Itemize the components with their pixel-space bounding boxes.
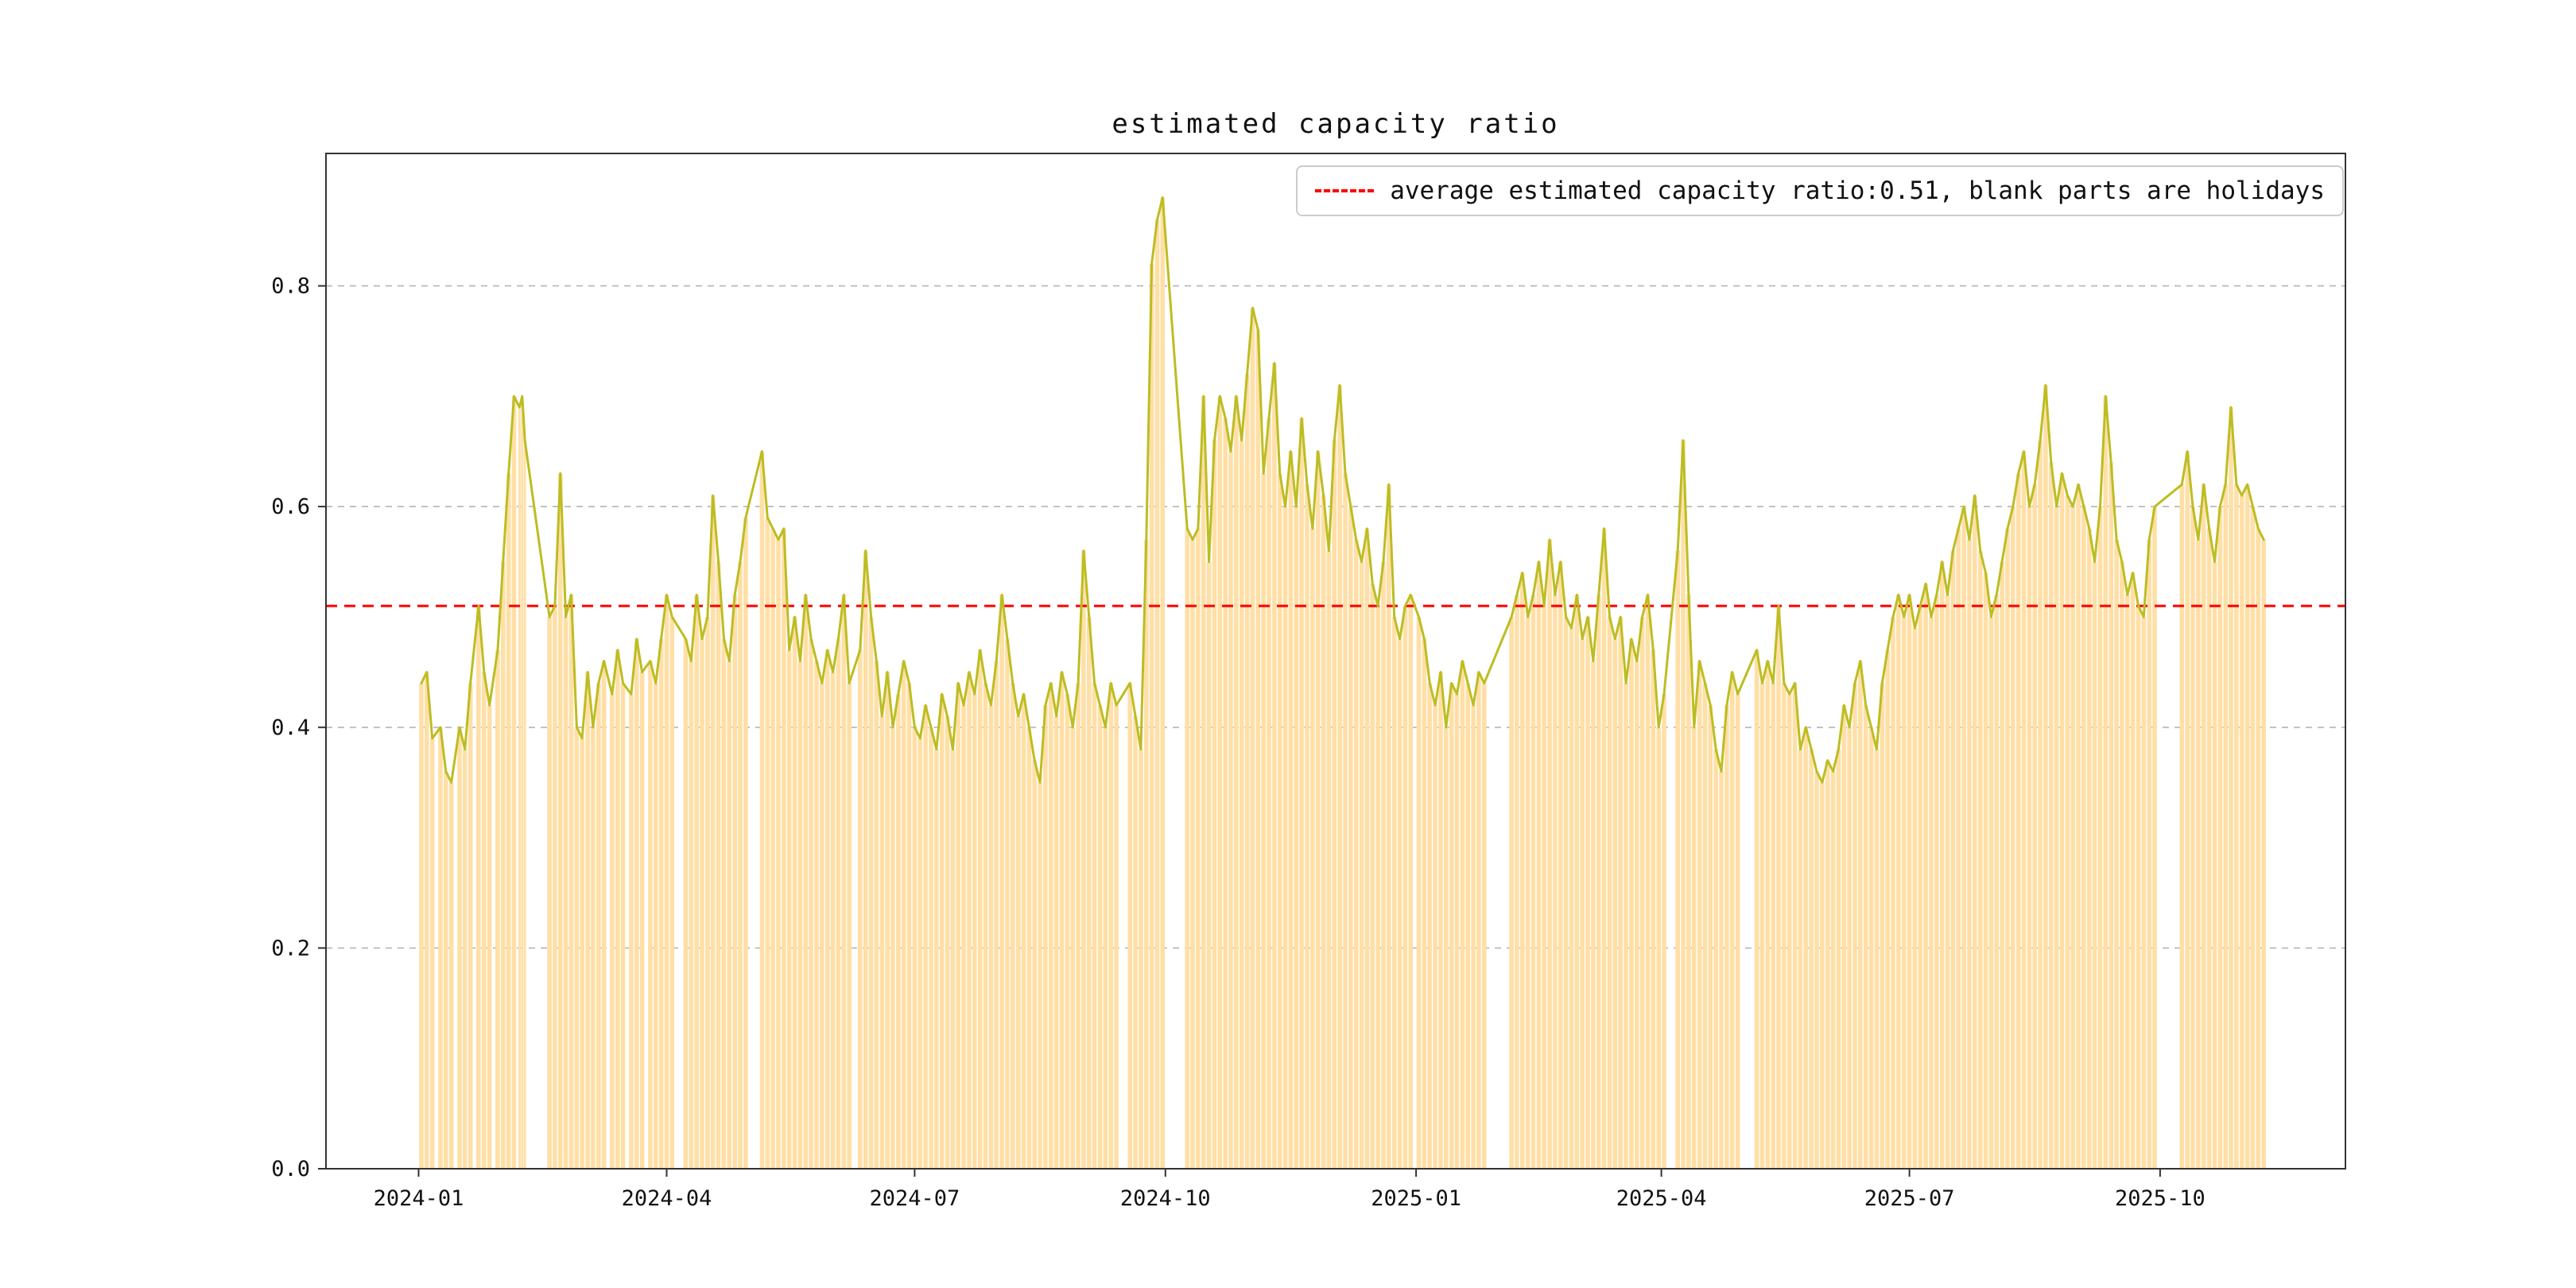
svg-text:0.2: 0.2 <box>271 936 310 960</box>
legend-label: average estimated capacity ratio:0.51, b… <box>1390 177 2325 205</box>
legend-dash-icon <box>1315 189 1375 192</box>
svg-text:0.6: 0.6 <box>271 495 310 519</box>
svg-text:2025-01: 2025-01 <box>1371 1186 1461 1211</box>
svg-text:2025-04: 2025-04 <box>1616 1186 1707 1211</box>
chart-title: estimated capacity ratio <box>1111 108 1560 140</box>
svg-text:2025-07: 2025-07 <box>1864 1186 1955 1211</box>
svg-text:0.4: 0.4 <box>271 716 310 740</box>
svg-text:2024-07: 2024-07 <box>870 1186 960 1211</box>
legend: average estimated capacity ratio:0.51, b… <box>1296 165 2344 216</box>
svg-text:2024-10: 2024-10 <box>1120 1186 1211 1211</box>
svg-text:2025-10: 2025-10 <box>2115 1186 2206 1211</box>
svg-text:2024-01: 2024-01 <box>374 1186 464 1211</box>
svg-text:2024-04: 2024-04 <box>622 1186 712 1211</box>
svg-text:0.8: 0.8 <box>271 274 310 299</box>
svg-text:0.0: 0.0 <box>271 1157 310 1181</box>
